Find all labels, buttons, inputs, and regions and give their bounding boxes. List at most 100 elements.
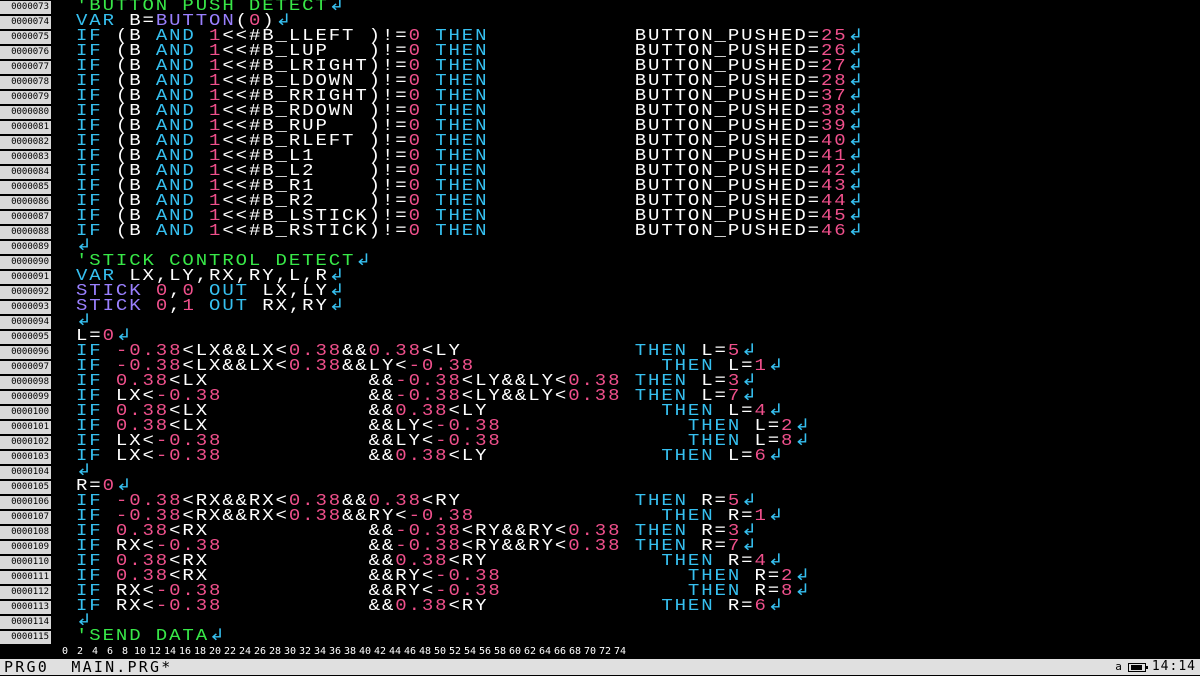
- code-line[interactable]: 0000097 IF -0.38<LX&&LX<0.38&&LY<-0.38 TH…: [0, 358, 1200, 375]
- code-token: IF: [76, 506, 116, 525]
- code-line[interactable]: 0000101 IF 0.38<LX &&LY<-0.38 THEN L=2↲: [0, 418, 1200, 435]
- code-line[interactable]: 0000083 IF (B AND 1<<#B_L1 )!=0 THEN BUTT…: [0, 148, 1200, 165]
- code-line[interactable]: 0000084 IF (B AND 1<<#B_L2 )!=0 THEN BUTT…: [0, 163, 1200, 180]
- code-token: L=: [701, 386, 728, 405]
- code-token: 1: [209, 146, 223, 165]
- code-line[interactable]: 0000078 IF (B AND 1<<#B_LDOWN )!=0 THEN B…: [0, 73, 1200, 90]
- code-line[interactable]: 0000098 IF 0.38<LX &&-0.38<LY&&LY<0.38 TH…: [0, 373, 1200, 390]
- code-line[interactable]: 0000079 IF (B AND 1<<#B_RRIGHT)!=0 THEN B…: [0, 88, 1200, 105]
- code-token: (B: [115, 116, 156, 135]
- code-text: IF 0.38<LX &&-0.38<LY&&LY<0.38 THEN L=3↲: [76, 373, 759, 389]
- code-line[interactable]: 0000087 IF (B AND 1<<#B_LSTICK)!=0 THEN B…: [0, 208, 1200, 225]
- code-line[interactable]: 0000113 IF RX<-0.38 &&0.38<RY THEN R=6↲: [0, 598, 1200, 615]
- code-line[interactable]: 0000114 ↲: [0, 613, 1200, 630]
- code-token: ↲: [767, 401, 786, 420]
- code-token: -0.38: [395, 536, 462, 555]
- code-line[interactable]: 0000108 IF 0.38<RX &&-0.38<RY&&RY<0.38 TH…: [0, 523, 1200, 540]
- code-token: <<#B_LLEFT )!=: [222, 26, 409, 45]
- code-line[interactable]: 0000094 ↲: [0, 313, 1200, 330]
- code-token: &&: [342, 341, 369, 360]
- code-line[interactable]: 0000090 'STICK CONTROL DETECT↲: [0, 253, 1200, 270]
- code-line[interactable]: 0000104 ↲: [0, 463, 1200, 480]
- code-token: (: [235, 11, 249, 31]
- code-token: 0.38: [115, 416, 170, 435]
- code-token: ↲: [741, 521, 759, 540]
- code-token: <<#B_LRIGHT)!=: [222, 56, 409, 75]
- code-line[interactable]: 0000111 IF 0.38<RX &&RY<-0.38 THEN R=2↲: [0, 568, 1200, 585]
- code-line[interactable]: 0000109 IF RX<-0.38 &&-0.38<RY&&RY<0.38 T…: [0, 538, 1200, 555]
- code-token: 39: [820, 116, 848, 135]
- code-token: R=: [76, 476, 103, 495]
- code-line[interactable]: 0000092 STICK 0,0 OUT LX,LY↲: [0, 283, 1200, 300]
- code-line[interactable]: 0000086 IF (B AND 1<<#B_R2 )!=0 THEN BUTT…: [0, 193, 1200, 210]
- line-number: 0000095: [0, 331, 51, 344]
- code-line[interactable]: 0000077 IF (B AND 1<<#B_LRIGHT)!=0 THEN B…: [0, 58, 1200, 75]
- code-text: IF LX<-0.38 &&-0.38<LY&&LY<0.38 THEN L=7…: [76, 388, 759, 404]
- code-line[interactable]: 0000074 VAR B=BUTTON(0)↲: [0, 13, 1200, 30]
- code-line[interactable]: 0000105 R=0↲: [0, 478, 1200, 495]
- code-text: VAR LX,LY,RX,RY,L,R↲: [76, 268, 347, 284]
- code-line[interactable]: 0000082 IF (B AND 1<<#B_RLEFT )!=0 THEN B…: [0, 133, 1200, 150]
- code-token: (B: [115, 191, 156, 210]
- code-line[interactable]: 0000112 IF RX<-0.38 &&RY<-0.38 THEN R=8↲: [0, 583, 1200, 600]
- line-number: 0000086: [0, 196, 51, 209]
- code-token: ↲: [355, 251, 374, 270]
- code-line[interactable]: 0000107 IF -0.38<RX&&RX<0.38&&RY<-0.38 TH…: [0, 508, 1200, 525]
- code-line[interactable]: 0000102 IF LX<-0.38 &&LY<-0.38 THEN L=8↲: [0, 433, 1200, 450]
- code-line[interactable]: 0000091 VAR LX,LY,RX,RY,L,R↲: [0, 268, 1200, 285]
- code-token: 0: [155, 281, 170, 300]
- code-line[interactable]: 0000093 STICK 0,1 OUT RX,RY↲: [0, 298, 1200, 315]
- code-line[interactable]: 0000115 'SEND DATA↲: [0, 628, 1200, 645]
- code-line[interactable]: 0000088 IF (B AND 1<<#B_RSTICK)!=0 THEN B…: [0, 223, 1200, 240]
- code-token: ↲: [794, 566, 813, 585]
- code-token: ↲: [76, 611, 94, 630]
- code-token: ↲: [275, 11, 294, 31]
- code-line[interactable]: 0000089 ↲: [0, 238, 1200, 255]
- code-token: 0.38: [568, 521, 622, 540]
- code-token: -0.38: [408, 356, 476, 375]
- code-token: STICK: [76, 281, 156, 300]
- code-token: BUTTON_PUSHED=: [488, 41, 821, 60]
- code-line[interactable]: 0000095 L=0↲: [0, 328, 1200, 345]
- line-number: 0000105: [0, 481, 51, 494]
- code-token: R=: [701, 491, 728, 510]
- code-token: <<#B_RUP )!=: [222, 116, 409, 135]
- code-token: -0.38: [435, 416, 502, 435]
- code-line[interactable]: 0000110 IF 0.38<RX &&0.38<RY THEN R=4↲: [0, 553, 1200, 570]
- code-line[interactable]: 0000099 IF LX<-0.38 &&-0.38<LY&&LY<0.38 T…: [0, 388, 1200, 405]
- code-token: L=: [727, 401, 755, 420]
- code-token: ↲: [847, 206, 866, 225]
- code-token: -0.38: [155, 431, 223, 450]
- code-token: 0: [408, 116, 422, 135]
- code-token: 0: [408, 191, 422, 210]
- code-token: THEN: [421, 56, 489, 75]
- code-line[interactable]: 0000100 IF 0.38<LX &&0.38<LY THEN L=4↲: [0, 403, 1200, 420]
- code-line[interactable]: 0000085 IF (B AND 1<<#B_R1 )!=0 THEN BUTT…: [0, 178, 1200, 195]
- code-line[interactable]: 0000080 IF (B AND 1<<#B_RDOWN )!=0 THEN B…: [0, 103, 1200, 120]
- code-token: AND: [155, 221, 210, 240]
- ruler-tick: 30: [283, 646, 297, 657]
- code-token: ↲: [847, 146, 866, 165]
- code-line[interactable]: 0000073 'BUTTON PUSH DETECT↲: [0, 0, 1200, 15]
- code-token: IF: [76, 356, 116, 375]
- code-token: (B: [115, 176, 156, 195]
- code-token: 3: [727, 521, 742, 540]
- code-token: &&RY<: [222, 581, 436, 600]
- code-editor[interactable]: 0000073 'BUTTON PUSH DETECT↲ 0000074 VAR B=…: [0, 0, 1200, 645]
- code-token: &&: [222, 536, 396, 555]
- code-line[interactable]: 0000081 IF (B AND 1<<#B_RUP )!=0 THEN BUT…: [0, 118, 1200, 135]
- code-token: L=: [76, 326, 103, 345]
- code-line[interactable]: 0000103 IF LX<-0.38 &&0.38<LY THEN L=6↲: [0, 448, 1200, 465]
- code-token: ,: [169, 296, 183, 315]
- code-line[interactable]: 0000075 IF (B AND 1<<#B_LLEFT )!=0 THEN B…: [0, 28, 1200, 45]
- code-token: THEN: [621, 386, 702, 405]
- code-token: BUTTON_PUSHED=: [488, 191, 821, 210]
- line-number: 0000093: [0, 301, 51, 314]
- code-token: RX,RY: [262, 296, 329, 315]
- code-token: 4: [754, 401, 768, 420]
- code-token: IF: [76, 431, 116, 450]
- code-line[interactable]: 0000096 IF -0.38<LX&&LX<0.38&&0.38<LY THE…: [0, 343, 1200, 360]
- code-line[interactable]: 0000106 IF -0.38<RX&&RX<0.38&&0.38<RY THE…: [0, 493, 1200, 510]
- code-token: THEN: [501, 416, 755, 435]
- code-line[interactable]: 0000076 IF (B AND 1<<#B_LUP )!=0 THEN BUT…: [0, 43, 1200, 60]
